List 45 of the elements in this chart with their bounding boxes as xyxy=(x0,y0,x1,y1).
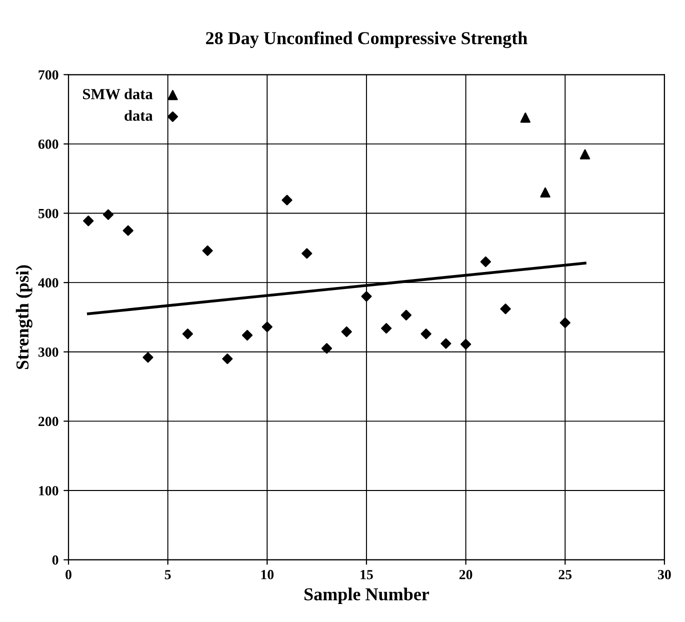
point xyxy=(122,225,134,236)
point xyxy=(500,304,511,314)
point xyxy=(222,354,233,364)
y-tick-label: 500 xyxy=(38,208,58,218)
point xyxy=(420,328,432,340)
point xyxy=(242,330,253,341)
point xyxy=(282,194,292,206)
x-tick-label: 20 xyxy=(459,570,472,580)
point xyxy=(182,328,193,340)
point xyxy=(102,209,114,220)
x-axis-title: Sample Number xyxy=(304,588,430,604)
point xyxy=(83,216,94,226)
x-tick-label: 15 xyxy=(360,570,373,580)
y-tick-label: 700 xyxy=(38,70,58,80)
y-tick-label: 200 xyxy=(38,416,58,426)
y-tick-label: 100 xyxy=(39,486,58,496)
point xyxy=(460,338,472,350)
y-tick-label: 300 xyxy=(38,347,58,357)
legend-label: SMW data xyxy=(83,88,153,100)
point xyxy=(262,322,272,332)
point xyxy=(400,310,412,320)
point xyxy=(302,248,312,259)
point xyxy=(361,291,372,302)
point xyxy=(440,338,452,349)
y-axis-title: Strength (psi) xyxy=(16,265,32,370)
point xyxy=(341,326,352,338)
x-tick-label: 0 xyxy=(66,570,72,580)
y-tick-label: 400 xyxy=(38,278,58,288)
point xyxy=(580,149,590,160)
point xyxy=(480,256,491,268)
x-tick-label: 5 xyxy=(164,570,171,580)
x-tick-label: 30 xyxy=(658,570,671,580)
point xyxy=(381,323,392,334)
point xyxy=(520,112,530,123)
x-tick-label: 10 xyxy=(261,570,274,580)
point xyxy=(560,317,570,328)
y-tick-label: 600 xyxy=(38,140,58,149)
y-tick-label: 0 xyxy=(52,555,58,565)
point xyxy=(202,245,213,256)
chart-title: 28 Day Unconfined Compressive Strength xyxy=(206,31,528,48)
point xyxy=(321,343,332,354)
legend-label: data xyxy=(124,110,153,121)
point xyxy=(142,352,154,363)
x-tick-label: 25 xyxy=(558,570,572,580)
point xyxy=(540,187,550,198)
